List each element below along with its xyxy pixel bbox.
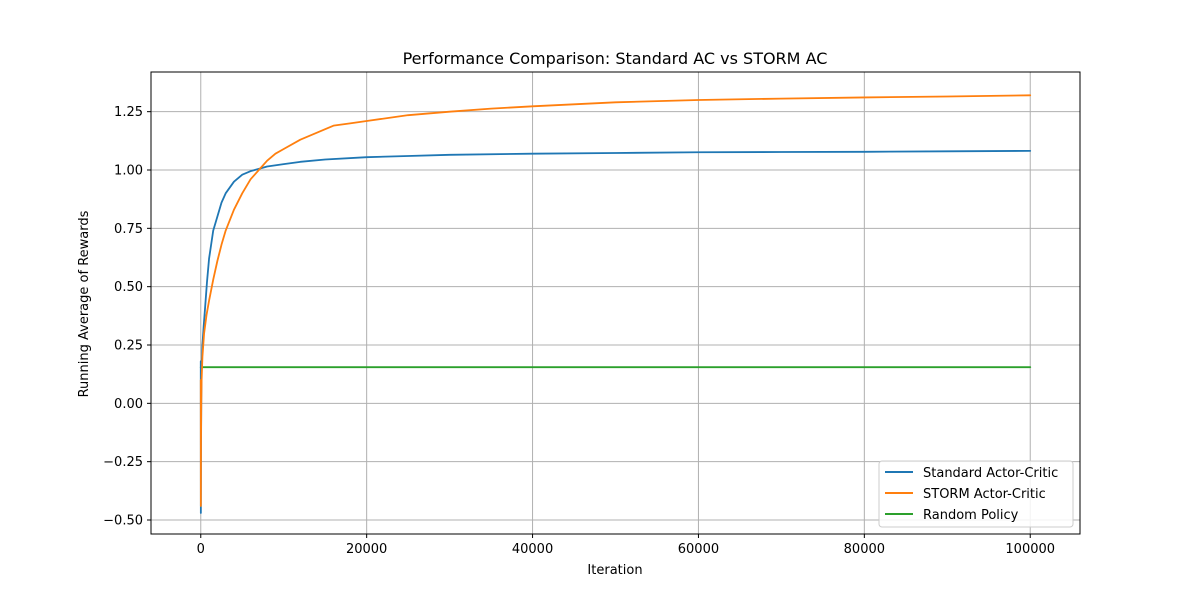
y-tick-label: 0.50 [114, 280, 143, 295]
legend: Standard Actor-Critic STORM Actor-Critic… [878, 460, 1074, 528]
x-tick-label: 80000 [844, 542, 885, 557]
x-tick-label: 40000 [512, 542, 553, 557]
y-tick-label: 0.25 [114, 339, 143, 354]
y-tick-label: 1.00 [114, 164, 143, 179]
series-lines [199, 94, 1032, 514]
x-tick-label: 60000 [678, 542, 719, 557]
legend-label-random: Random Policy [923, 508, 1019, 523]
y-tick-label: 1.25 [114, 105, 143, 120]
plot-area-frame [150, 71, 1081, 535]
x-axis-ticks: 0 20000 40000 60000 80000 100000 [197, 534, 1055, 557]
legend-label-storm: STORM Actor-Critic [923, 487, 1046, 502]
y-axis-label: Running Average of Rewards [77, 210, 92, 397]
y-tick-label: −0.25 [103, 455, 143, 470]
y-tick-label: −0.50 [103, 514, 143, 529]
y-axis-ticks: −0.50 −0.25 0.00 0.25 0.50 0.75 1.00 1.25 [103, 105, 151, 529]
storm-actor-critic-line [199, 94, 1032, 507]
legend-box [878, 460, 1074, 528]
x-tick-label: 100000 [1005, 542, 1055, 557]
x-axis-label: Iteration [587, 563, 642, 578]
y-tick-label: 0.75 [114, 222, 143, 237]
x-tick-label: 20000 [346, 542, 387, 557]
chart-title: Performance Comparison: Standard AC vs S… [403, 49, 828, 68]
legend-label-standard: Standard Actor-Critic [923, 466, 1058, 481]
x-tick-label: 0 [197, 542, 205, 557]
y-tick-label: 0.00 [114, 397, 143, 412]
